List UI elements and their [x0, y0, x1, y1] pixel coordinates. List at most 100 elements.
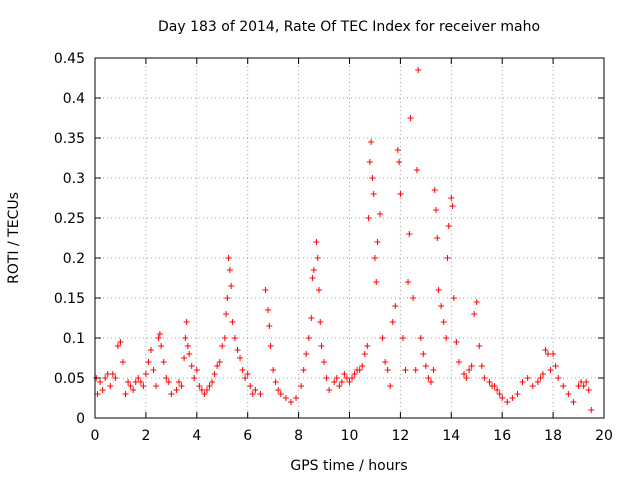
x-tick-label: 12: [391, 428, 409, 444]
x-tick-label: 4: [192, 428, 201, 444]
data-point: [94, 391, 101, 397]
data-point: [137, 379, 144, 385]
data-point: [351, 371, 358, 377]
data-point: [374, 239, 381, 245]
data-point: [444, 255, 451, 261]
data-point: [97, 379, 104, 385]
data-point: [402, 367, 409, 373]
data-point: [547, 367, 554, 373]
data-point: [443, 335, 450, 341]
data-point: [196, 383, 203, 389]
y-tick-label: 0.2: [63, 251, 85, 267]
data-point: [476, 343, 483, 349]
axis-ticks: [94, 57, 605, 419]
data-point: [433, 207, 440, 213]
data-point: [471, 311, 478, 317]
data-point: [412, 367, 419, 373]
data-point: [382, 359, 389, 365]
data-point: [219, 343, 226, 349]
data-point: [453, 339, 460, 345]
data-point: [341, 371, 348, 377]
data-point: [529, 383, 536, 389]
data-point: [313, 239, 320, 245]
data-point: [494, 387, 501, 393]
data-point: [406, 231, 413, 237]
data-point: [392, 303, 399, 309]
data-point: [359, 363, 366, 369]
data-point: [542, 347, 549, 353]
data-point: [552, 363, 559, 369]
data-point: [369, 175, 376, 181]
data-point: [293, 395, 300, 401]
data-point: [407, 115, 414, 121]
x-tick-label: 10: [341, 428, 359, 444]
data-point: [331, 379, 338, 385]
x-tick-label: 18: [544, 428, 562, 444]
data-point: [211, 371, 218, 377]
chart-title: Day 183 of 2014, Rate Of TEC Index for r…: [158, 19, 540, 35]
data-point: [373, 279, 380, 285]
data-point: [107, 383, 114, 389]
data-point: [193, 367, 200, 373]
data-point: [539, 371, 546, 377]
data-point: [486, 379, 493, 385]
data-point: [125, 379, 132, 385]
data-point: [303, 351, 310, 357]
data-point: [130, 387, 137, 393]
data-point: [499, 395, 506, 401]
data-point: [384, 367, 391, 373]
data-point: [481, 375, 488, 381]
data-point: [365, 215, 372, 221]
data-point: [323, 375, 330, 381]
data-point: [300, 367, 307, 373]
y-tick-label: 0.25: [54, 211, 85, 227]
data-point: [545, 351, 552, 357]
data-point: [229, 319, 236, 325]
data-point: [112, 375, 119, 381]
data-point: [265, 307, 272, 313]
data-point: [496, 391, 503, 397]
data-point: [257, 391, 264, 397]
data-point: [122, 391, 129, 397]
data-point: [448, 195, 455, 201]
data-point: [338, 379, 345, 385]
data-point: [565, 391, 572, 397]
data-point: [135, 375, 142, 381]
data-point: [438, 303, 445, 309]
data-point: [226, 267, 233, 273]
data-point: [396, 159, 403, 165]
data-point: [473, 299, 480, 305]
data-point: [109, 371, 116, 377]
data-point: [336, 383, 343, 389]
data-point: [410, 295, 417, 301]
data-point: [399, 335, 406, 341]
data-point: [326, 387, 333, 393]
data-point: [368, 139, 375, 145]
x-tick-label: 0: [91, 428, 100, 444]
data-point: [555, 375, 562, 381]
data-point: [244, 371, 251, 377]
x-tick-label: 16: [493, 428, 511, 444]
data-point: [272, 379, 279, 385]
data-point: [231, 335, 238, 341]
data-point: [570, 399, 577, 405]
data-point: [277, 391, 284, 397]
data-point: [309, 275, 316, 281]
data-point: [550, 351, 557, 357]
data-point: [305, 335, 312, 341]
data-point: [156, 331, 163, 337]
data-point: [145, 359, 152, 365]
data-point: [435, 287, 442, 293]
x-tick-labels: 0 2 4 6 8 10 12 14 16 18 20: [91, 428, 613, 444]
data-point: [198, 387, 205, 393]
y-tick-labels: 0 0.05 0.1 0.15 0.2 0.25 0.3 0.35 0.4 0.45: [54, 51, 85, 427]
data-point: [585, 387, 592, 393]
data-point: [104, 371, 111, 377]
x-tick-label: 6: [243, 428, 252, 444]
data-point: [583, 379, 590, 385]
data-point: [366, 159, 373, 165]
data-point: [466, 367, 473, 373]
x-tick-label: 2: [141, 428, 150, 444]
data-point: [188, 363, 195, 369]
